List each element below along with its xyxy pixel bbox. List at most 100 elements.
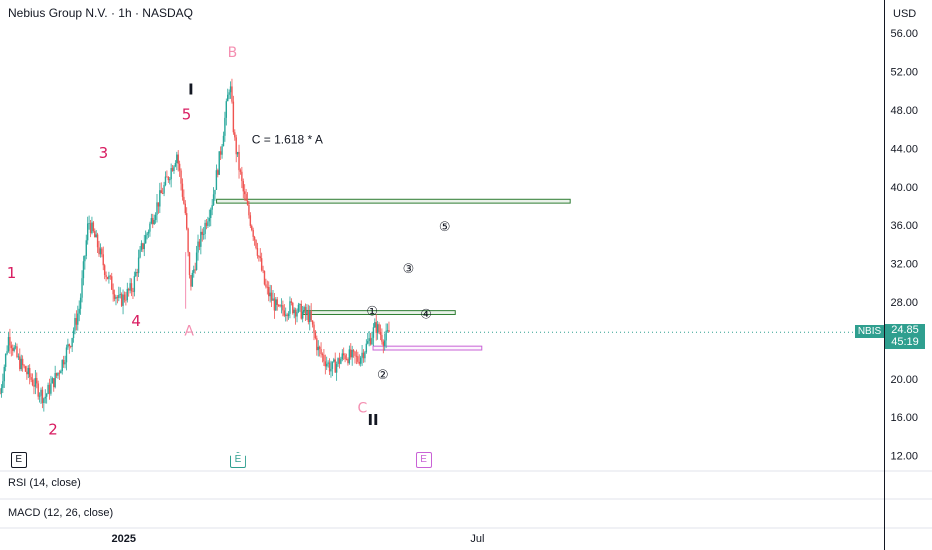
- candle-body: [270, 292, 273, 301]
- y-tick-label: 48.00: [890, 105, 918, 117]
- candle-body: [174, 162, 177, 167]
- candle-body: [19, 356, 21, 370]
- candle-body: [178, 163, 181, 171]
- candle-body: [300, 303, 302, 319]
- candle-body: [79, 297, 82, 309]
- candle-body: [91, 222, 93, 234]
- candle-body: [205, 222, 208, 226]
- candle-body: [283, 310, 285, 316]
- candle-body: [294, 309, 297, 317]
- candle-body: [321, 354, 324, 356]
- candle-body: [227, 94, 229, 102]
- symbol-price-tag[interactable]: NBIS: [855, 325, 884, 338]
- candle-body: [286, 314, 288, 317]
- candle-body: [50, 383, 52, 394]
- candle-body: [309, 311, 311, 322]
- candle-body: [217, 170, 219, 175]
- candle-body: [161, 193, 164, 194]
- candle-body: [102, 254, 104, 266]
- candle-body: [304, 307, 307, 315]
- candle-body: [337, 358, 339, 365]
- candle-body: [211, 205, 213, 210]
- candle-body: [108, 275, 110, 279]
- candle-body: [369, 338, 372, 345]
- y-tick-label: 52.00: [890, 67, 918, 79]
- candle-body: [208, 218, 211, 222]
- wave-label: B: [228, 45, 238, 61]
- candle-body: [307, 311, 310, 322]
- candle-body: [193, 269, 195, 273]
- candle-body: [359, 357, 362, 364]
- candle-body: [365, 343, 368, 353]
- candle-body: [320, 349, 322, 355]
- candle-body: [118, 294, 120, 298]
- candle-body: [232, 101, 235, 133]
- candle-body: [221, 146, 223, 155]
- candle-body: [82, 261, 85, 279]
- wave-label: 3: [99, 144, 109, 162]
- candle-body: [143, 243, 145, 250]
- candle-body: [159, 190, 161, 207]
- rsi-indicator-label[interactable]: RSI (14, close): [8, 477, 81, 489]
- candle-body: [152, 218, 154, 225]
- candle-body: [355, 355, 358, 357]
- candle-body: [60, 371, 62, 374]
- candle-body: [106, 277, 109, 279]
- candle-body: [215, 170, 218, 190]
- candle-body: [160, 190, 162, 194]
- candle-body: [77, 313, 79, 325]
- candle-body: [116, 297, 119, 298]
- candle-body: [340, 359, 342, 364]
- candle-body: [4, 353, 7, 367]
- candle-body: [29, 367, 31, 378]
- candle-body: [20, 358, 22, 370]
- candle-body: [98, 247, 100, 255]
- currency-label: USD: [893, 8, 917, 20]
- y-tick-label: 12.00: [890, 451, 918, 463]
- candle-body: [16, 346, 18, 357]
- candle-body: [234, 132, 236, 138]
- candle-body: [62, 359, 65, 365]
- candle-body: [207, 221, 209, 226]
- candle-body: [105, 274, 107, 278]
- candle-body: [361, 352, 363, 358]
- candle-body: [26, 371, 28, 375]
- earnings-event-badge[interactable]: E: [10, 452, 27, 468]
- macd-indicator-label[interactable]: MACD (12, 26, close): [8, 507, 114, 519]
- candle-body: [311, 320, 314, 325]
- candle-body: [78, 308, 80, 314]
- candle-body: [57, 372, 59, 376]
- wave-label: ⑤: [439, 220, 451, 235]
- candle-body: [181, 183, 184, 197]
- bar-countdown: 45:19: [891, 336, 919, 348]
- earnings-event-badge[interactable]: E: [415, 452, 432, 468]
- earnings-event-badge[interactable]: E: [229, 452, 246, 468]
- wave-label: 5: [182, 106, 192, 124]
- candle-body: [38, 395, 41, 397]
- candle-body: [149, 223, 151, 232]
- candle-body: [251, 225, 253, 231]
- candle-body: [269, 292, 271, 297]
- candle-body: [23, 365, 25, 367]
- candle-body: [347, 359, 349, 364]
- candle-body: [285, 314, 287, 316]
- candle-body: [384, 340, 386, 346]
- last-price-box[interactable]: 24.85 45:19: [885, 324, 925, 349]
- candle-body: [3, 366, 5, 382]
- zone-wave-1-level: [302, 310, 456, 315]
- candle-body: [364, 352, 366, 359]
- candle-body: [180, 170, 182, 184]
- candle-body: [111, 276, 113, 290]
- candle-body: [92, 222, 95, 232]
- candle-body: [276, 299, 278, 305]
- candle-body: [258, 255, 260, 257]
- candle-body: [183, 196, 185, 204]
- candle-body: [345, 359, 348, 360]
- candle-body: [71, 338, 73, 347]
- candle-body: [212, 194, 215, 206]
- candle-body: [61, 359, 63, 372]
- y-tick-label: 36.00: [890, 220, 918, 232]
- candle-body: [53, 378, 55, 388]
- candle-body: [231, 86, 233, 102]
